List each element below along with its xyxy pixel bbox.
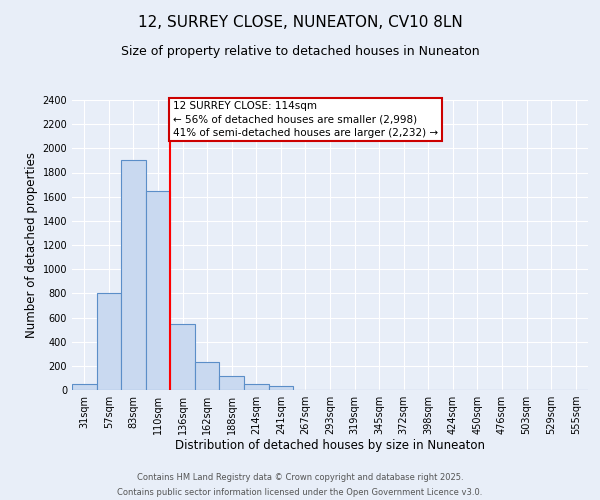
Bar: [195, 362, 220, 390]
Bar: [72, 384, 97, 390]
Bar: [220, 376, 244, 390]
Text: Contains public sector information licensed under the Open Government Licence v3: Contains public sector information licen…: [118, 488, 482, 497]
Text: 12 SURREY CLOSE: 114sqm
← 56% of detached houses are smaller (2,998)
41% of semi: 12 SURREY CLOSE: 114sqm ← 56% of detache…: [173, 101, 438, 138]
Text: 12, SURREY CLOSE, NUNEATON, CV10 8LN: 12, SURREY CLOSE, NUNEATON, CV10 8LN: [137, 15, 463, 30]
Y-axis label: Number of detached properties: Number of detached properties: [25, 152, 38, 338]
Bar: [121, 160, 146, 390]
X-axis label: Distribution of detached houses by size in Nuneaton: Distribution of detached houses by size …: [175, 438, 485, 452]
Bar: [269, 386, 293, 390]
Bar: [170, 324, 195, 390]
Text: Contains HM Land Registry data © Crown copyright and database right 2025.: Contains HM Land Registry data © Crown c…: [137, 473, 463, 482]
Bar: [146, 190, 170, 390]
Bar: [97, 294, 121, 390]
Text: Size of property relative to detached houses in Nuneaton: Size of property relative to detached ho…: [121, 45, 479, 58]
Bar: [244, 384, 269, 390]
